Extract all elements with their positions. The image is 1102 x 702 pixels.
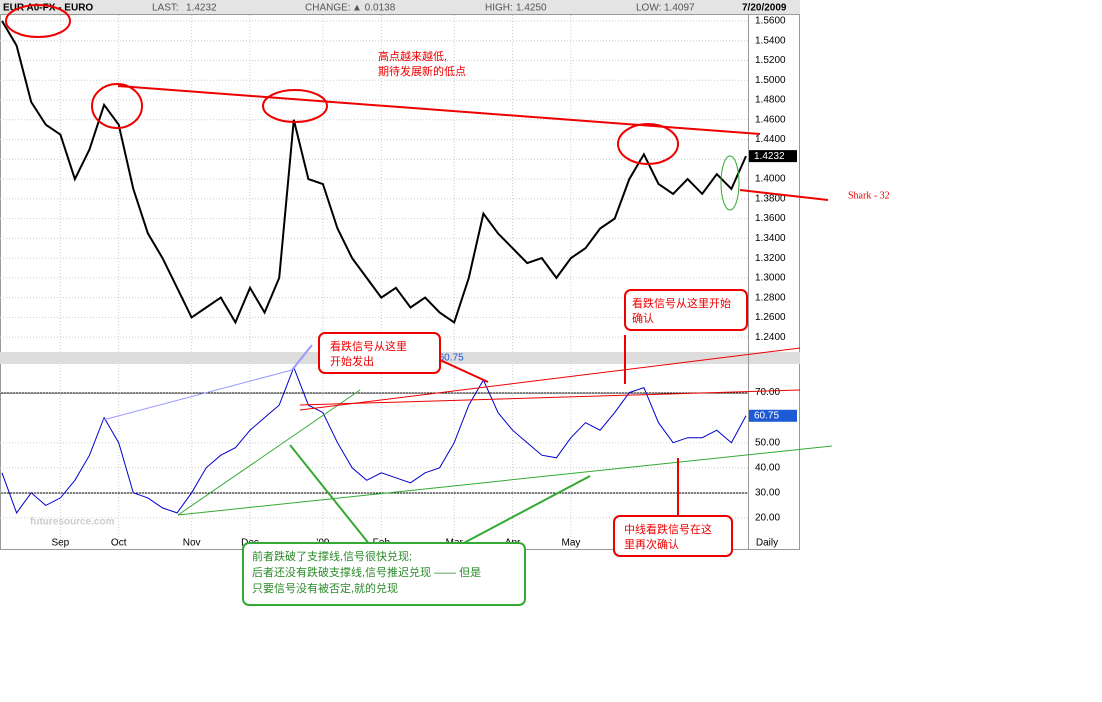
last-value-box (749, 409, 797, 422)
high-ellipse (262, 89, 328, 123)
pointer (291, 344, 313, 371)
x-period: Daily (756, 538, 778, 549)
y-tick-label: 30.00 (755, 487, 780, 498)
callout-box (242, 542, 526, 606)
frame (0, 14, 800, 550)
y-tick-label: 1.2600 (755, 312, 786, 323)
trend-line (299, 389, 801, 406)
y-tick-label: 20.00 (755, 513, 780, 524)
signal-ellipse (720, 155, 740, 211)
y-tick-label: 1.3200 (755, 253, 786, 264)
x-tick-label: Nov (183, 538, 201, 549)
header-bar (0, 0, 800, 14)
annotation: 前者跌破了支撑线,信号很快兑现; (252, 549, 412, 563)
last-value-box (749, 150, 797, 163)
resistance-line (117, 85, 761, 135)
y-tick-label: 1.4400 (755, 134, 786, 145)
change-label: CHANGE: (305, 3, 351, 14)
y-tick-label: 1.4000 (755, 174, 786, 185)
annotation: 只要信号没有被否定,就的兑现 (252, 581, 398, 595)
x-tick-label: May (561, 538, 580, 549)
y-tick-label: 1.4600 (755, 114, 786, 125)
pointer (289, 444, 371, 546)
low-label: LOW: (636, 3, 661, 14)
annotation: 确认 (632, 312, 654, 325)
series-line (1, 366, 747, 514)
y-tick-label: 1.2400 (755, 332, 786, 343)
high-ellipse (91, 83, 143, 129)
annotation: 看跌信号从这里开始 (632, 296, 731, 310)
y-tick-label: 40.00 (755, 462, 780, 473)
annotation: 中线看跌信号在这 (624, 522, 712, 536)
high-label: HIGH: (485, 3, 513, 14)
y-tick-label: 1.3600 (755, 213, 786, 224)
y-tick-label: 1.3000 (755, 273, 786, 284)
trend-line (299, 347, 801, 411)
y-tick-label: 1.3800 (755, 193, 786, 204)
annotation: 后者还没有跌破支撑线,信号推迟兑现 —— 但是 (252, 565, 481, 579)
annotation: 高点越来越低, (378, 49, 447, 63)
y-tick-label: 1.5400 (755, 35, 786, 46)
annotation: 看跌信号从这里 (330, 339, 407, 353)
pointer (439, 359, 489, 383)
annotation: 里再次确认 (624, 537, 679, 551)
date: 7/20/2009 (742, 3, 787, 14)
last-label: LAST: (152, 3, 179, 14)
legend: R = 60.75 (420, 353, 464, 364)
callout-box (318, 332, 441, 374)
pointer (459, 475, 591, 546)
callout-box (624, 289, 748, 331)
trend-line (102, 369, 293, 421)
last: 1.4232 (186, 3, 217, 14)
y-tick-label: 1.5600 (755, 16, 786, 27)
watermark: futuresource.com (30, 517, 115, 528)
high-ellipse (5, 4, 71, 38)
low: 1.4097 (664, 3, 695, 14)
symbol: EUR A0-FX - EURO (3, 3, 93, 14)
y-tick-label: 50.00 (755, 437, 780, 448)
y-tick-label: 1.5000 (755, 75, 786, 86)
annotation: Shark - 32 (848, 190, 890, 201)
y-tick-label: 1.4800 (755, 95, 786, 106)
support-line (177, 389, 361, 516)
shark-pointer (739, 189, 829, 201)
y-tick-label: 1.2800 (755, 292, 786, 303)
change: ▲ 0.0138 (352, 3, 396, 14)
x-tick-label: Oct (111, 538, 127, 549)
series-line (1, 20, 747, 325)
annotation: 期待发展新的低点 (378, 64, 466, 78)
y-tick-label: 1.5200 (755, 55, 786, 66)
callout-box (613, 515, 733, 557)
y-tick-label: 70.00 (755, 387, 780, 398)
high-ellipse (617, 123, 679, 165)
last-value: 60.75 (754, 410, 779, 421)
x-tick-label: Sep (51, 538, 69, 549)
support-line (177, 445, 833, 516)
annotation: 开始发出 (330, 354, 374, 368)
high: 1.4250 (516, 3, 547, 14)
last-value: 1.4232 (754, 151, 785, 162)
y-tick-label: 1.3400 (755, 233, 786, 244)
